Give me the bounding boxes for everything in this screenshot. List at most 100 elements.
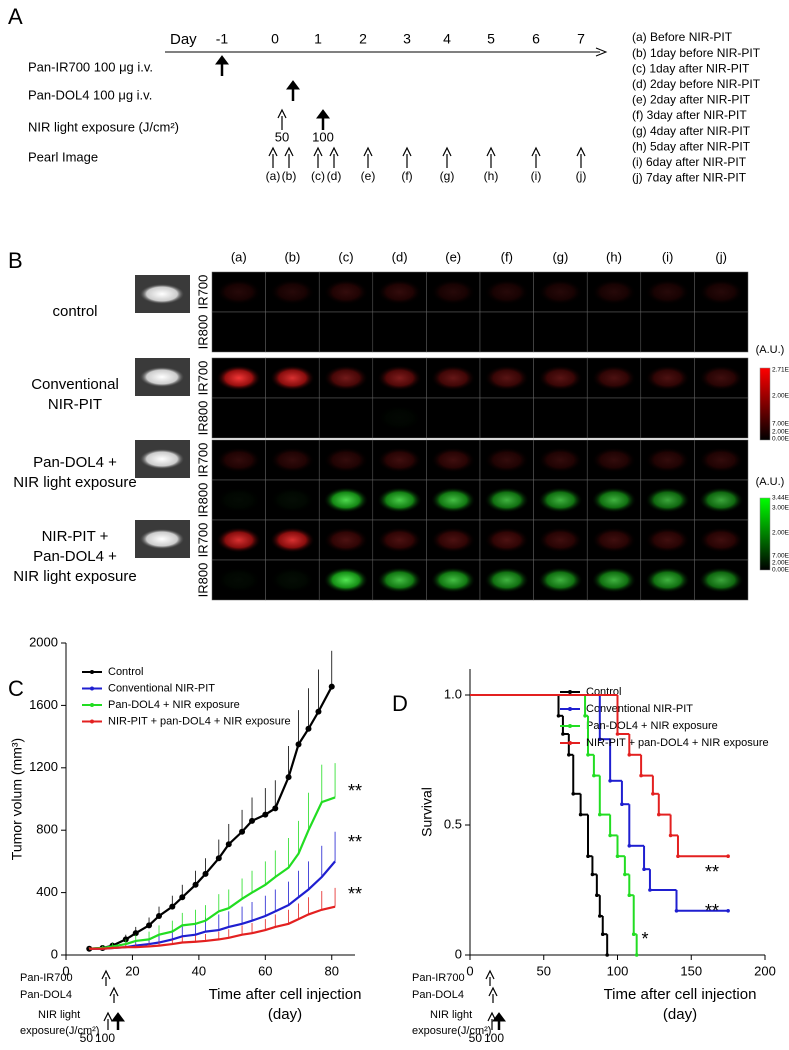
channel-label: IR700 [195, 523, 210, 558]
signal [698, 447, 744, 473]
arrow-head [286, 80, 300, 90]
image-point: (c) [311, 169, 325, 183]
event-dot [648, 888, 652, 892]
x-tick-label: 50 [537, 963, 551, 978]
day-tick: 2 [359, 31, 367, 47]
arrow-head [576, 146, 586, 157]
mouse [140, 367, 184, 387]
event-dot [651, 792, 655, 796]
signal [484, 487, 530, 513]
event-dot [726, 909, 730, 913]
protocol-row: Pan-DOL4 100 μg i.v. [28, 87, 152, 102]
day-tick: 4 [443, 31, 451, 47]
colorbar [759, 497, 771, 571]
signal [269, 527, 315, 553]
point [262, 811, 269, 818]
image-point: (b) [282, 169, 297, 183]
signal [430, 527, 476, 553]
group-label: NIR light exposure [13, 568, 136, 585]
point [215, 855, 222, 862]
signal [645, 567, 691, 593]
signal [698, 365, 744, 391]
column-label: (g) [552, 249, 568, 264]
image-cell [372, 397, 427, 439]
dose-label: 100 [312, 129, 334, 144]
image-point: (g) [440, 169, 455, 183]
legend-label: Control [108, 666, 143, 678]
panel-label: D [392, 691, 408, 716]
signal [645, 447, 691, 473]
significance: ** [705, 862, 719, 882]
signal [591, 487, 637, 513]
event-dot [600, 932, 605, 936]
dosing-label: NIR light [430, 1009, 472, 1021]
event-dot [674, 909, 679, 913]
scale-label: 7.00E-1 [772, 421, 789, 428]
signal [216, 365, 262, 391]
signal [269, 567, 315, 593]
mouse [140, 529, 184, 549]
channel-label: IR800 [195, 563, 210, 598]
signal [537, 279, 583, 305]
channel-label: IR700 [195, 361, 210, 396]
event-dot [726, 854, 730, 858]
column-label: (c) [338, 249, 353, 264]
signal [484, 567, 530, 593]
legend-label: Conventional NIR-PIT [586, 703, 693, 715]
event-dot [631, 932, 636, 936]
x-tick-label: 150 [680, 963, 702, 978]
signal [216, 447, 262, 473]
event-dot [668, 833, 673, 838]
significance: ** [348, 781, 362, 801]
signal [591, 365, 637, 391]
legend-dot [568, 741, 572, 745]
y-tick-label: 800 [36, 822, 58, 837]
protocol-row: Pan-IR700 100 μg i.v. [28, 59, 153, 74]
legend-label: Conventional NIR-PIT [108, 682, 215, 694]
point [202, 870, 209, 877]
event-dot [571, 792, 576, 796]
channel-label: IR700 [195, 275, 210, 310]
day-tick: 5 [487, 31, 495, 47]
image-point: (j) [576, 169, 587, 183]
signal [484, 279, 530, 305]
signal [377, 527, 423, 553]
day-tick: 3 [403, 31, 411, 47]
signal [645, 279, 691, 305]
event-dot [676, 854, 680, 858]
y-axis-label: Tumor volum (mm³) [9, 738, 25, 860]
event-dot [586, 854, 590, 858]
dosing-label: Pan-IR700 [412, 972, 465, 984]
significance: * [641, 929, 648, 949]
group-label: control [52, 303, 97, 320]
image-cell [265, 311, 320, 353]
event-dot [623, 872, 627, 877]
legend-item: (f) 3day after NIR-PIT [632, 108, 747, 122]
event-dot [590, 872, 595, 877]
column-label: (h) [606, 249, 622, 264]
group-label: Pan-DOL4 + [33, 548, 117, 565]
point [295, 741, 302, 748]
point [305, 725, 312, 732]
event-dot [592, 773, 596, 778]
colorbar [759, 367, 771, 441]
y-tick-label: 2000 [29, 634, 58, 649]
event-dot [620, 802, 624, 806]
arrow-head [284, 146, 294, 157]
series-line [89, 686, 333, 950]
event-dot [627, 753, 632, 757]
column-label: (i) [662, 249, 674, 264]
signal [377, 405, 422, 431]
x-tick-label: 0 [62, 963, 69, 978]
event-dot [598, 914, 602, 918]
y-tick-label: 1.0 [444, 686, 462, 701]
signal [484, 527, 530, 553]
image-cell [586, 311, 642, 353]
mouse [140, 449, 184, 469]
column-label: (a) [231, 249, 247, 264]
panel-label: C [8, 676, 24, 701]
group-label: NIR light exposure [13, 474, 136, 491]
channel-label: IR800 [195, 483, 210, 518]
